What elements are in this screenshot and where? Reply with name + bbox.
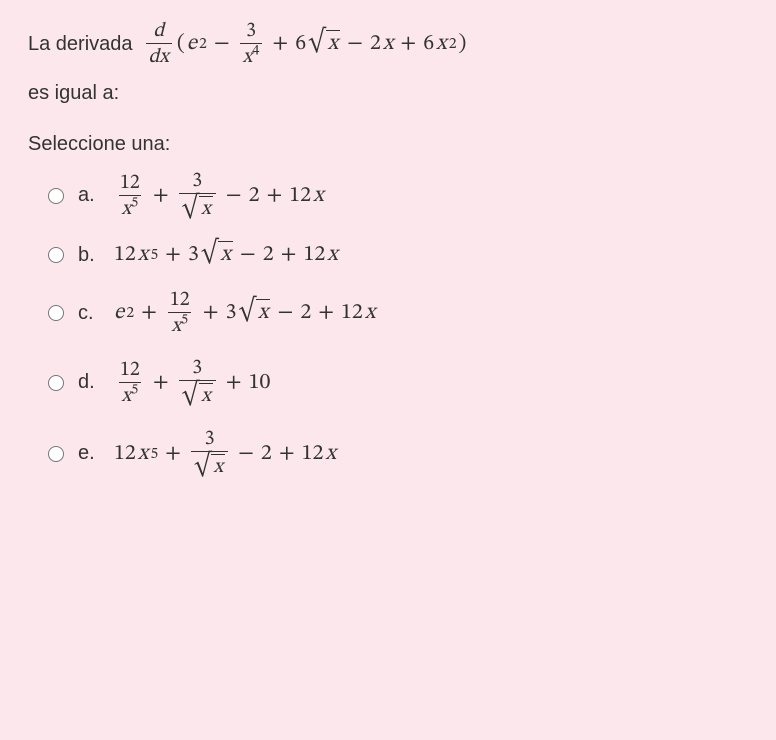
- option-expression: e2+12x5+3√x−2+12x: [114, 289, 375, 337]
- quiz-container: La derivada ddx(e2−3x4+6√x−2x+6x2) es ig…: [0, 0, 776, 499]
- option-row: a. 12x5+3√x−2+12x: [48, 170, 748, 221]
- option-row: c. e2+12x5+3√x−2+12x: [48, 289, 748, 337]
- question-line-2: es igual a:: [28, 82, 748, 105]
- option-radio[interactable]: [48, 188, 64, 204]
- question-lead-text: La derivada: [28, 33, 133, 56]
- option-radio[interactable]: [48, 247, 64, 263]
- option-letter: c.: [78, 302, 100, 325]
- option-radio[interactable]: [48, 375, 64, 391]
- option-row: e. 12x5+3√x−2+12x: [48, 428, 748, 479]
- option-expression: 12x5+3√x−2+12x: [114, 428, 336, 479]
- question-expression: ddx(e2−3x4+6√x−2x+6x2): [143, 20, 467, 68]
- question-line-1: La derivada ddx(e2−3x4+6√x−2x+6x2): [28, 20, 748, 68]
- option-letter: a.: [78, 184, 100, 207]
- option-expression: 12x5+3√x−2+12x: [114, 241, 338, 269]
- options-group: a. 12x5+3√x−2+12x b. 12x5+3√x−2+12x c. e2+12x…: [28, 170, 748, 479]
- option-radio[interactable]: [48, 446, 64, 462]
- option-row: d. 12x5+3√x+10: [48, 357, 748, 408]
- option-radio[interactable]: [48, 305, 64, 321]
- question-tail-text: es igual a:: [28, 82, 119, 104]
- option-expression: 12x5+3√x−2+12x: [114, 170, 324, 221]
- option-expression: 12x5+3√x+10: [114, 357, 270, 408]
- option-letter: d.: [78, 371, 100, 394]
- option-letter: e.: [78, 442, 100, 465]
- option-letter: b.: [78, 244, 100, 267]
- select-prompt: Seleccione una:: [28, 133, 748, 156]
- option-row: b. 12x5+3√x−2+12x: [48, 241, 748, 269]
